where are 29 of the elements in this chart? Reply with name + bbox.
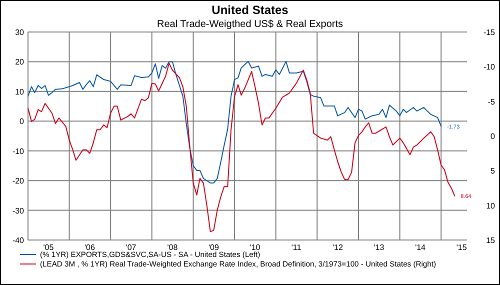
x-tick-label: '06 (84, 243, 96, 252)
x-tick-label: '10 (250, 243, 261, 252)
line-series (28, 60, 442, 184)
x-tick-label: '05 (43, 243, 54, 252)
y-tick-label: 10 (15, 87, 25, 96)
y2-tick-label: 5 (490, 166, 496, 176)
x-tick-label: '14 (415, 243, 426, 252)
y2-tick-label: 15 (486, 236, 496, 245)
x-tick-label: '13 (374, 243, 385, 252)
y-tick-label: -30 (12, 206, 25, 216)
x-tick-label: '07 (126, 243, 137, 252)
y2-tick-label: -15 (483, 28, 496, 37)
y-tick-label: 30 (15, 28, 25, 37)
x-tick-label: '12 (332, 243, 344, 252)
y-tick-label: -10 (12, 146, 25, 156)
x-tick-label: '09 (208, 243, 220, 252)
x-tick-label: '08 (167, 243, 178, 252)
y2-tick-label: -5 (488, 97, 496, 106)
y2-tick-label: -10 (483, 62, 496, 72)
y-tick-label: 20 (15, 58, 25, 67)
y2-tick-label: 10 (486, 201, 496, 210)
x-tick-label: '15 (456, 243, 468, 252)
y-tick-label: -40 (12, 236, 25, 245)
chart-title: United States (212, 3, 289, 17)
chart-subtitle: Real Trade-Weigthed US$ & Real Exports (156, 19, 344, 30)
y-tick-label: -20 (12, 176, 25, 186)
y2-tick-label: 0 (490, 132, 496, 141)
x-tick-label: '11 (291, 243, 302, 252)
y-tick-label: 0 (20, 117, 25, 126)
